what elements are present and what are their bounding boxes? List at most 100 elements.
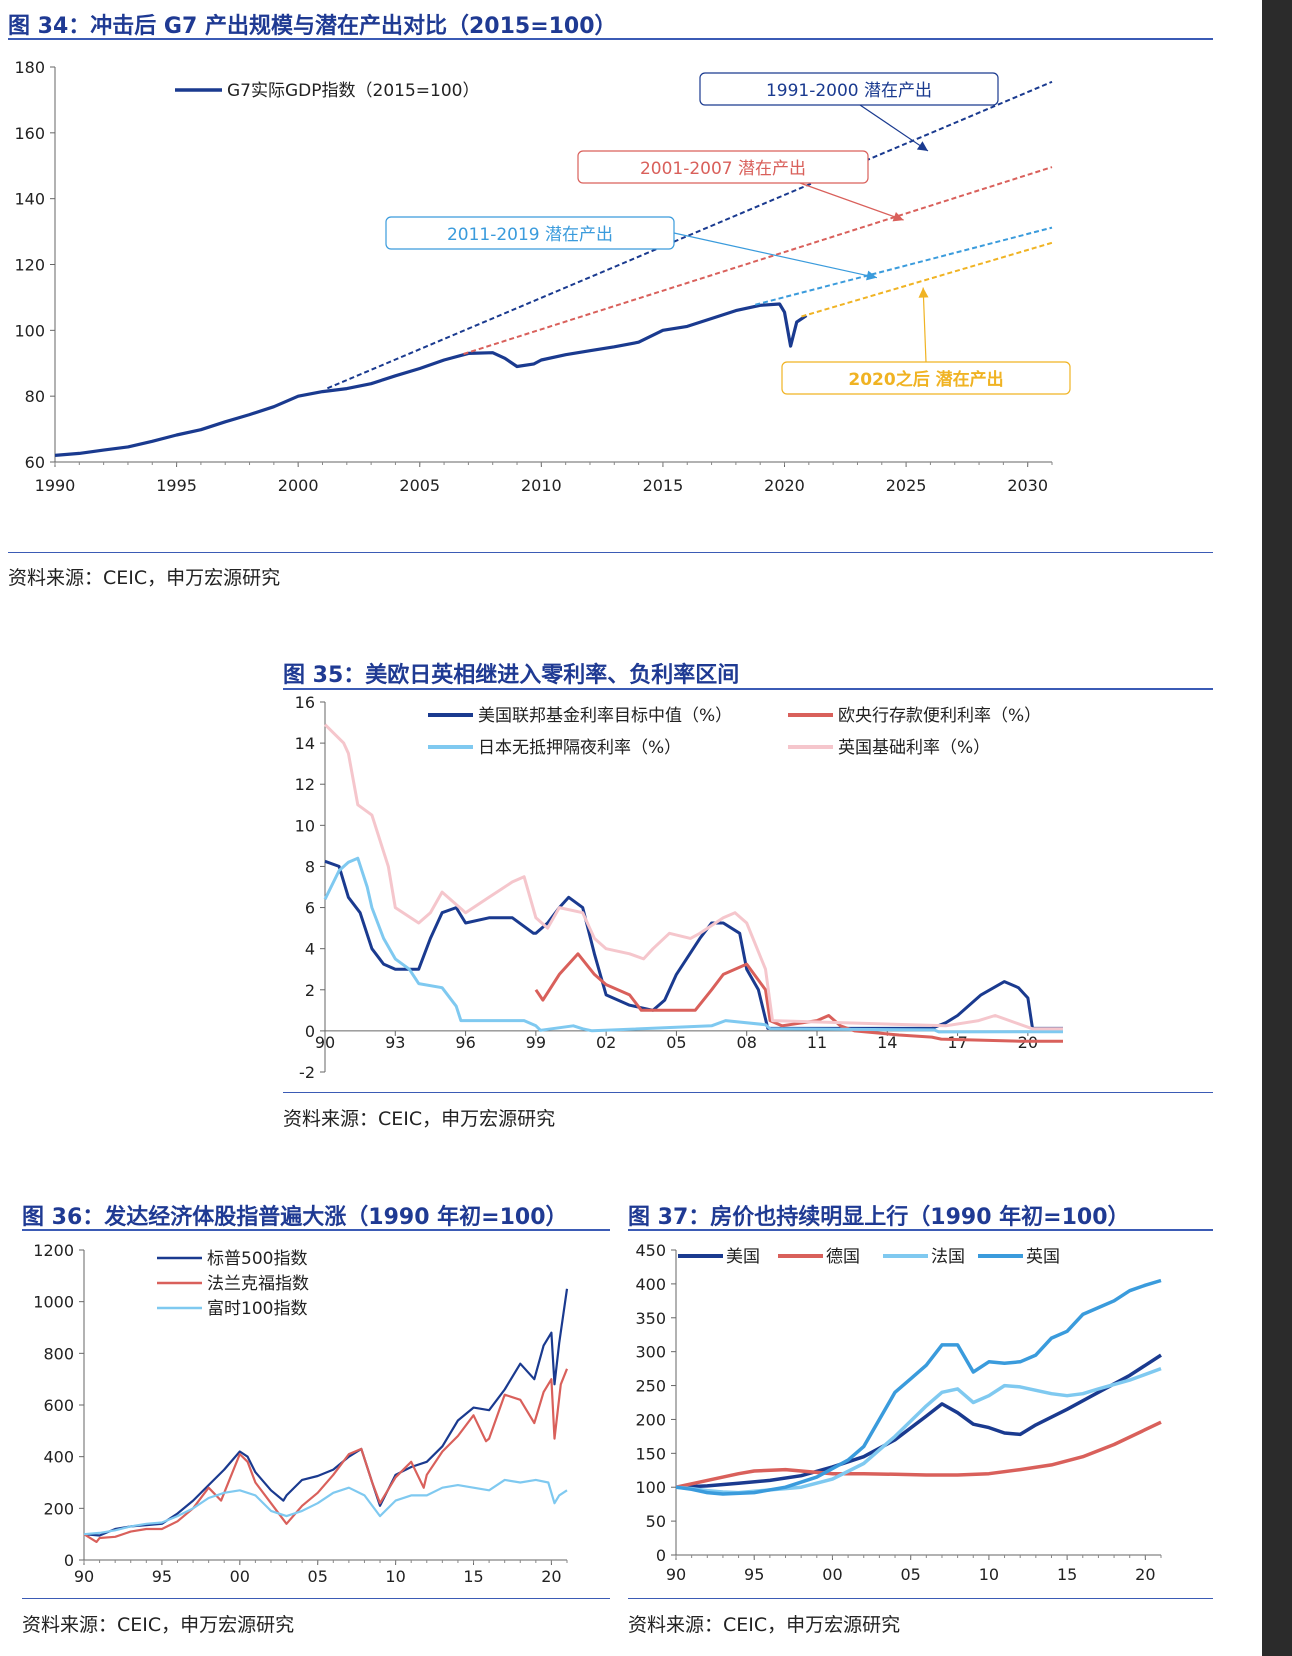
x-tick-label: 1990 (35, 476, 76, 495)
series-line-4 (801, 241, 1053, 318)
y-tick-label: 100 (14, 321, 45, 340)
y-tick-label: 0 (305, 1022, 315, 1041)
annotation-arrow-1 (799, 182, 904, 221)
x-tick-label: 2015 (643, 476, 684, 495)
x-tick-label: 14 (877, 1033, 897, 1052)
x-tick-label: 95 (152, 1567, 172, 1586)
series-line-0 (324, 859, 1063, 1030)
x-tick-label: 95 (744, 1565, 764, 1584)
legend-label-2: 法国 (931, 1247, 965, 1267)
figure-37-source: 资料来源：CEIC，申万宏源研究 (628, 1614, 901, 1636)
figure-36-title: 图 36：发达经济体股指普遍大涨（1990 年初=100） (22, 1205, 568, 1230)
y-tick-label: 400 (635, 1275, 666, 1294)
y-tick-label: 80 (25, 387, 45, 406)
x-tick-label: 2025 (886, 476, 927, 495)
x-tick-label: 10 (385, 1567, 405, 1586)
legend-label-1: 法兰克福指数 (207, 1274, 309, 1294)
annotation-label-1: 2001-2007 潜在产出 (640, 159, 806, 179)
x-tick-label: 15 (463, 1567, 483, 1586)
y-tick-label: 1000 (33, 1293, 74, 1312)
y-tick-label: 180 (14, 58, 45, 77)
x-tick-label: 1995 (156, 476, 197, 495)
x-tick-label: 15 (1057, 1565, 1077, 1584)
annotation-arrowhead-0 (916, 141, 928, 151)
y-tick-label: 400 (43, 1448, 74, 1467)
window-edge (1262, 0, 1292, 1656)
figure-37-bottom-rule (628, 1598, 1213, 1599)
x-tick-label: 17 (947, 1033, 967, 1052)
series-line-1 (675, 1420, 1162, 1489)
annotation-arrowhead-2 (866, 270, 877, 281)
x-tick-label: 90 (74, 1567, 94, 1586)
x-tick-label: 2000 (278, 476, 319, 495)
legend-label-1: 欧央行存款便利利率（%） (838, 706, 1041, 726)
y-tick-label: 8 (305, 857, 315, 876)
series-line-0 (675, 1353, 1162, 1489)
y-tick-label: 2 (305, 981, 315, 1000)
x-tick-label: 2020 (764, 476, 805, 495)
annotation-label-3: 2020之后 潜在产出 (848, 369, 1003, 390)
series-line-3 (323, 723, 1063, 1031)
y-tick-label: 450 (635, 1241, 666, 1260)
series-line-1 (83, 1368, 569, 1543)
y-tick-label: 150 (635, 1444, 666, 1463)
y-tick-label: 14 (295, 734, 315, 753)
figure-36-bottom-rule (22, 1598, 610, 1599)
figure-37-chart: 0 50 100 150 200 250 300 350 400 450 90 95 00 05 10 15 2… (635, 1241, 1162, 1584)
x-tick-label: 05 (900, 1565, 920, 1584)
legend-label-2: 日本无抵押隔夜利率（%） (478, 738, 681, 758)
x-tick-label: 90 (315, 1033, 335, 1052)
y-tick-label: 120 (14, 256, 45, 275)
legend-label-0: 美国 (726, 1247, 760, 1267)
figure-34-title: 图 34：冲击后 G7 产出规模与潜在产出对比（2015=100） (8, 14, 617, 39)
x-tick-label: 00 (822, 1565, 842, 1584)
y-tick-label: 10 (295, 816, 315, 835)
x-tick-label: 00 (230, 1567, 250, 1586)
figure-35-bottom-rule (283, 1092, 1213, 1093)
figure-34-source: 资料来源：CEIC，申万宏源研究 (8, 567, 281, 589)
annotation-box-0 (699, 72, 999, 106)
legend-label-3: 英国基础利率（%） (838, 738, 990, 758)
annotation-arrow-3 (922, 287, 927, 363)
legend-label-0: 标普500指数 (207, 1249, 307, 1269)
annotation-arrowhead-3 (918, 287, 929, 298)
x-tick-label: 99 (526, 1033, 546, 1052)
series-line-0 (54, 302, 808, 457)
annotation-label-0: 1991-2000 潜在产出 (766, 81, 932, 101)
figure-36-chart: 0 200 400 600 800 1000 1200 90 95 00 05 10 15 20 标普500… (33, 1241, 569, 1586)
x-tick-label: 10 (979, 1565, 999, 1584)
y-tick-label: 250 (635, 1377, 666, 1396)
series-line-1 (534, 952, 1063, 1043)
x-tick-label: 11 (807, 1033, 827, 1052)
y-tick-label: 16 (295, 693, 315, 712)
annotation-box-1 (577, 150, 869, 184)
y-tick-label: 6 (305, 899, 315, 918)
y-tick-label: 600 (43, 1396, 74, 1415)
y-tick-label: 60 (25, 453, 45, 472)
y-tick-label: 0 (64, 1551, 74, 1570)
legend-label-3: 英国 (1026, 1247, 1060, 1267)
figure-35-source: 资料来源：CEIC，申万宏源研究 (283, 1108, 556, 1130)
figure-37-title: 图 37：房价也持续明显上行（1990 年初=100） (628, 1205, 1130, 1230)
x-tick-label: 90 (666, 1565, 686, 1584)
y-tick-label: 100 (635, 1478, 666, 1497)
figure-34-bottom-rule (8, 552, 1213, 553)
y-tick-label: 200 (635, 1410, 666, 1429)
annotation-arrowhead-1 (892, 211, 904, 222)
legend-label-2: 富时100指数 (207, 1299, 307, 1319)
x-tick-label: 02 (596, 1033, 616, 1052)
y-tick-label: 300 (635, 1343, 666, 1362)
figure-36-top-rule (22, 1229, 610, 1231)
series-line-2 (83, 1478, 568, 1536)
legend-label-1: 德国 (826, 1247, 860, 1267)
figure-37-top-rule (628, 1229, 1213, 1231)
y-tick-label: 200 (43, 1499, 74, 1518)
y-tick-label: -2 (299, 1063, 315, 1082)
y-tick-label: 1200 (33, 1241, 74, 1260)
x-tick-label: 2005 (399, 476, 440, 495)
x-tick-label: 2010 (521, 476, 562, 495)
x-tick-label: 05 (308, 1567, 328, 1586)
x-tick-label: 20 (541, 1567, 561, 1586)
annotation-arrow-2 (673, 232, 878, 279)
x-tick-label: 05 (666, 1033, 686, 1052)
